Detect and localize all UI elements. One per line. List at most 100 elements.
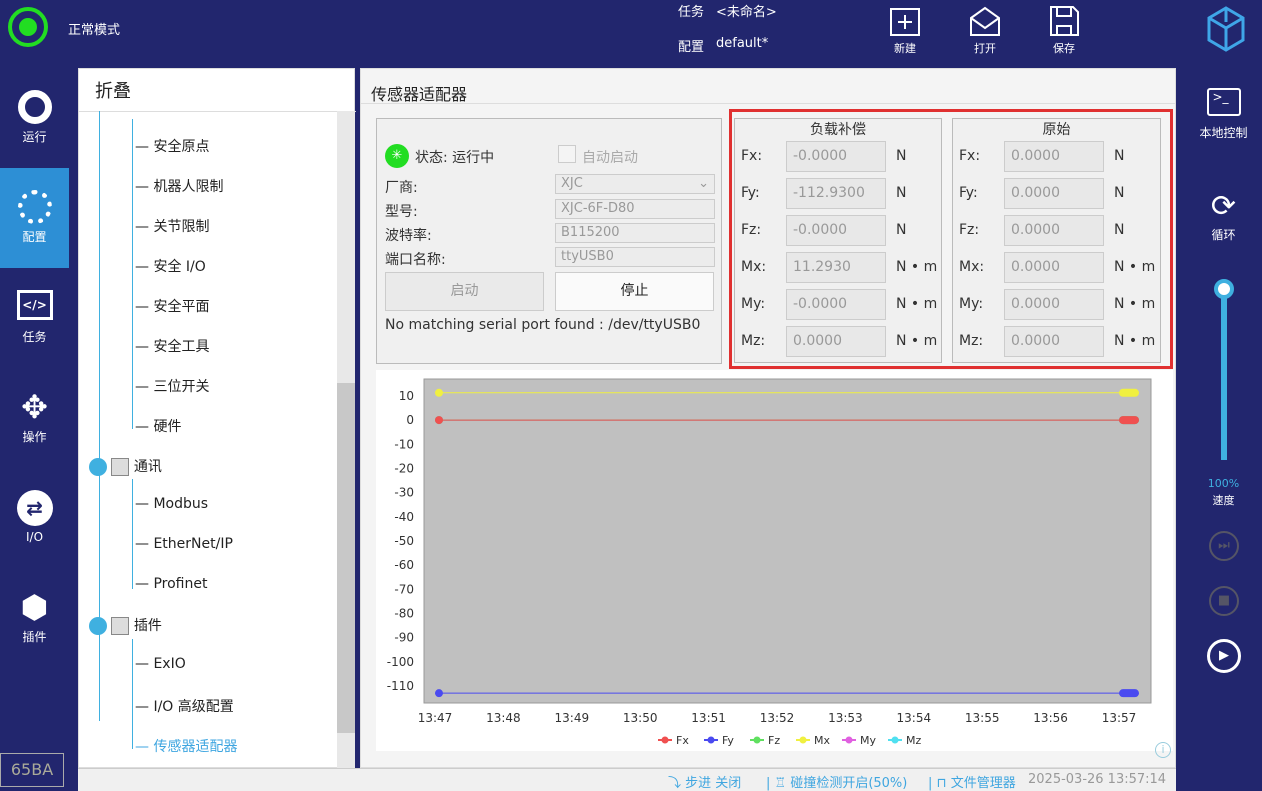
y-tick-label: -70 [394, 582, 414, 596]
plugin-box-icon: ⬢ [20, 588, 49, 626]
raw-unit: N • m [1114, 296, 1156, 312]
stop-icon[interactable]: ■ [1209, 586, 1239, 616]
compensated-unit: N [896, 222, 907, 238]
tree-item-robot-limit[interactable]: — 机器人限制 [135, 179, 224, 195]
tree-item-modbus[interactable]: — Modbus [135, 496, 209, 512]
collapse-title[interactable]: 折叠 [95, 81, 131, 102]
y-tick-label: -80 [394, 607, 414, 621]
raw-title: 原始 [1042, 122, 1071, 138]
mode-label: 正常模式 [68, 23, 121, 38]
status-bar: ⤵ 步进 关闭 | ♖ 碰撞检测开启(50%) | ⊓ 文件管理器 2025-0… [78, 768, 1176, 791]
baud-field[interactable]: B115200 [555, 223, 715, 243]
tree-scrollbar[interactable] [337, 111, 355, 768]
y-tick-label: 10 [399, 389, 414, 403]
step-mode[interactable]: ⤵ 步进 关闭 [668, 776, 742, 791]
stop-button[interactable]: 停止 [555, 272, 714, 311]
tree-item-safety-plane[interactable]: — 安全平面 [135, 299, 210, 315]
loop-button[interactable]: ⟳ 循环 [1185, 190, 1262, 243]
compensated-value-field: 0.0000 [786, 326, 886, 357]
new-file-icon [890, 8, 920, 36]
nav-config-label: 配置 [22, 230, 47, 244]
step-icon[interactable]: ⏭ [1209, 531, 1239, 561]
y-tick-label: -60 [394, 558, 414, 572]
legend-label-fz: Fz [768, 734, 780, 747]
port-label: 端口名称: [385, 252, 446, 268]
tree-item-io-advanced[interactable]: — I/O 高级配置 [135, 699, 234, 715]
tree-item-hardware[interactable]: — 硬件 [135, 419, 182, 435]
tree-item-safe-home[interactable]: — 安全原点 [135, 139, 210, 155]
nav-task[interactable]: </> 任务 [0, 268, 69, 368]
x-tick-label: 13:57 [1102, 711, 1137, 725]
series-point-fy [1119, 689, 1139, 698]
version-badge: 65BA [0, 753, 64, 787]
x-tick-label: 13:48 [486, 711, 521, 725]
start-button[interactable]: 启动 [385, 272, 544, 311]
nav-run[interactable]: 运行 [0, 68, 69, 168]
play-icon[interactable]: ▶ [1207, 639, 1241, 673]
collapse-icon [89, 617, 107, 635]
tree-item-safety-tool[interactable]: — 安全工具 [135, 339, 210, 355]
nav-run-label: 运行 [22, 130, 47, 144]
y-tick-label: -110 [387, 679, 414, 693]
local-control-button[interactable]: >_ 本地控制 [1185, 88, 1262, 141]
nav-plugin[interactable]: ⬢ 插件 [0, 568, 69, 668]
tree-item-three-pos-switch[interactable]: — 三位开关 [135, 379, 210, 395]
collision-detection[interactable]: | ♖ 碰撞检测开启(50%) [766, 776, 908, 791]
compensated-unit: N • m [896, 333, 938, 349]
file-manager[interactable]: | ⊓ 文件管理器 [928, 776, 1016, 791]
series-point-fx [1119, 416, 1139, 425]
compensated-value-field: -0.0000 [786, 289, 886, 320]
vendor-select[interactable]: XJC ⌄ [555, 174, 715, 194]
nav-config[interactable]: 配置 [0, 168, 69, 268]
port-field[interactable]: ttyUSB0 [555, 247, 715, 267]
collapse-icon [89, 458, 107, 476]
raw-axis-label: Fy: [959, 185, 978, 201]
new-button[interactable]: 新建 [880, 4, 930, 56]
x-tick-label: 13:53 [828, 711, 863, 725]
local-control-label: 本地控制 [1199, 126, 1248, 140]
chevron-down-icon: ⌄ [698, 176, 709, 191]
x-tick-label: 13:52 [760, 711, 795, 725]
nav-operate[interactable]: ✥ 操作 [0, 368, 69, 468]
auto-start-checkbox[interactable] [558, 145, 576, 163]
raw-unit: N • m [1114, 259, 1156, 275]
legend-label-mz: Mz [906, 734, 921, 747]
compensated-value-field: -0.0000 [786, 141, 886, 172]
baud-label: 波特率: [385, 228, 432, 244]
compensated-axis-label: Mz: [741, 333, 766, 349]
speed-slider-handle[interactable] [1214, 279, 1234, 299]
config-gear-icon [17, 190, 52, 224]
open-button[interactable]: 打开 [960, 4, 1010, 56]
y-tick-label: -30 [394, 486, 414, 500]
tree-item-joint-limit[interactable]: — 关节限制 [135, 219, 210, 235]
info-icon[interactable]: i [1155, 742, 1171, 758]
tree-item-ethernetip[interactable]: — EtherNet/IP [135, 536, 233, 552]
x-tick-label: 13:47 [418, 711, 453, 725]
x-tick-label: 13:49 [555, 711, 590, 725]
left-nav: 运行 配置 </> 任务 ✥ 操作 ⇄ I/O ⬢ 插件 65BA [0, 68, 69, 791]
series-point-mx [1119, 388, 1139, 397]
compensated-axis-label: Fx: [741, 148, 763, 164]
save-button[interactable]: 保存 [1039, 4, 1089, 56]
nav-operate-label: 操作 [22, 430, 47, 444]
tree-item-profinet[interactable]: — Profinet [135, 576, 208, 592]
nav-io[interactable]: ⇄ I/O [0, 468, 69, 568]
tree-item-sensor-adapter[interactable]: — 传感器适配器 [135, 739, 238, 755]
mode-status-icon [8, 7, 48, 47]
speed-percent: 100% [1207, 477, 1240, 490]
legend-label-mx: Mx [814, 734, 830, 747]
compensated-unit: N [896, 185, 907, 201]
sensor-adapter-panel: 传感器适配器 ✳ 状态: 运行中 自动启动 厂商: XJC ⌄ 型号: XJC-6… [360, 68, 1176, 768]
speed-slider[interactable] [1221, 288, 1227, 460]
tree-item-exio[interactable]: — ExIO [135, 656, 186, 672]
tree-group-plugin[interactable]: 插件 [89, 615, 162, 635]
tree-group-comm[interactable]: 通讯 [89, 456, 162, 476]
legend-marker-fy [707, 736, 715, 744]
compensated-title: 负载补偿 [810, 122, 866, 138]
right-nav: >_ 本地控制 ⟳ 循环 100% 速度 ⏭ ■ ▶ [1185, 68, 1262, 791]
model-field[interactable]: XJC-6F-D80 [555, 199, 715, 219]
force-chart: 10 0 -10 -20 -30 -40 -50 -60 -70 -80 -90 -100 -110 13… [387, 378, 1152, 747]
speed-label: 速度 [1212, 494, 1235, 507]
highlight-frame [729, 109, 1173, 369]
tree-item-safety-io[interactable]: — 安全 I/O [135, 259, 206, 275]
